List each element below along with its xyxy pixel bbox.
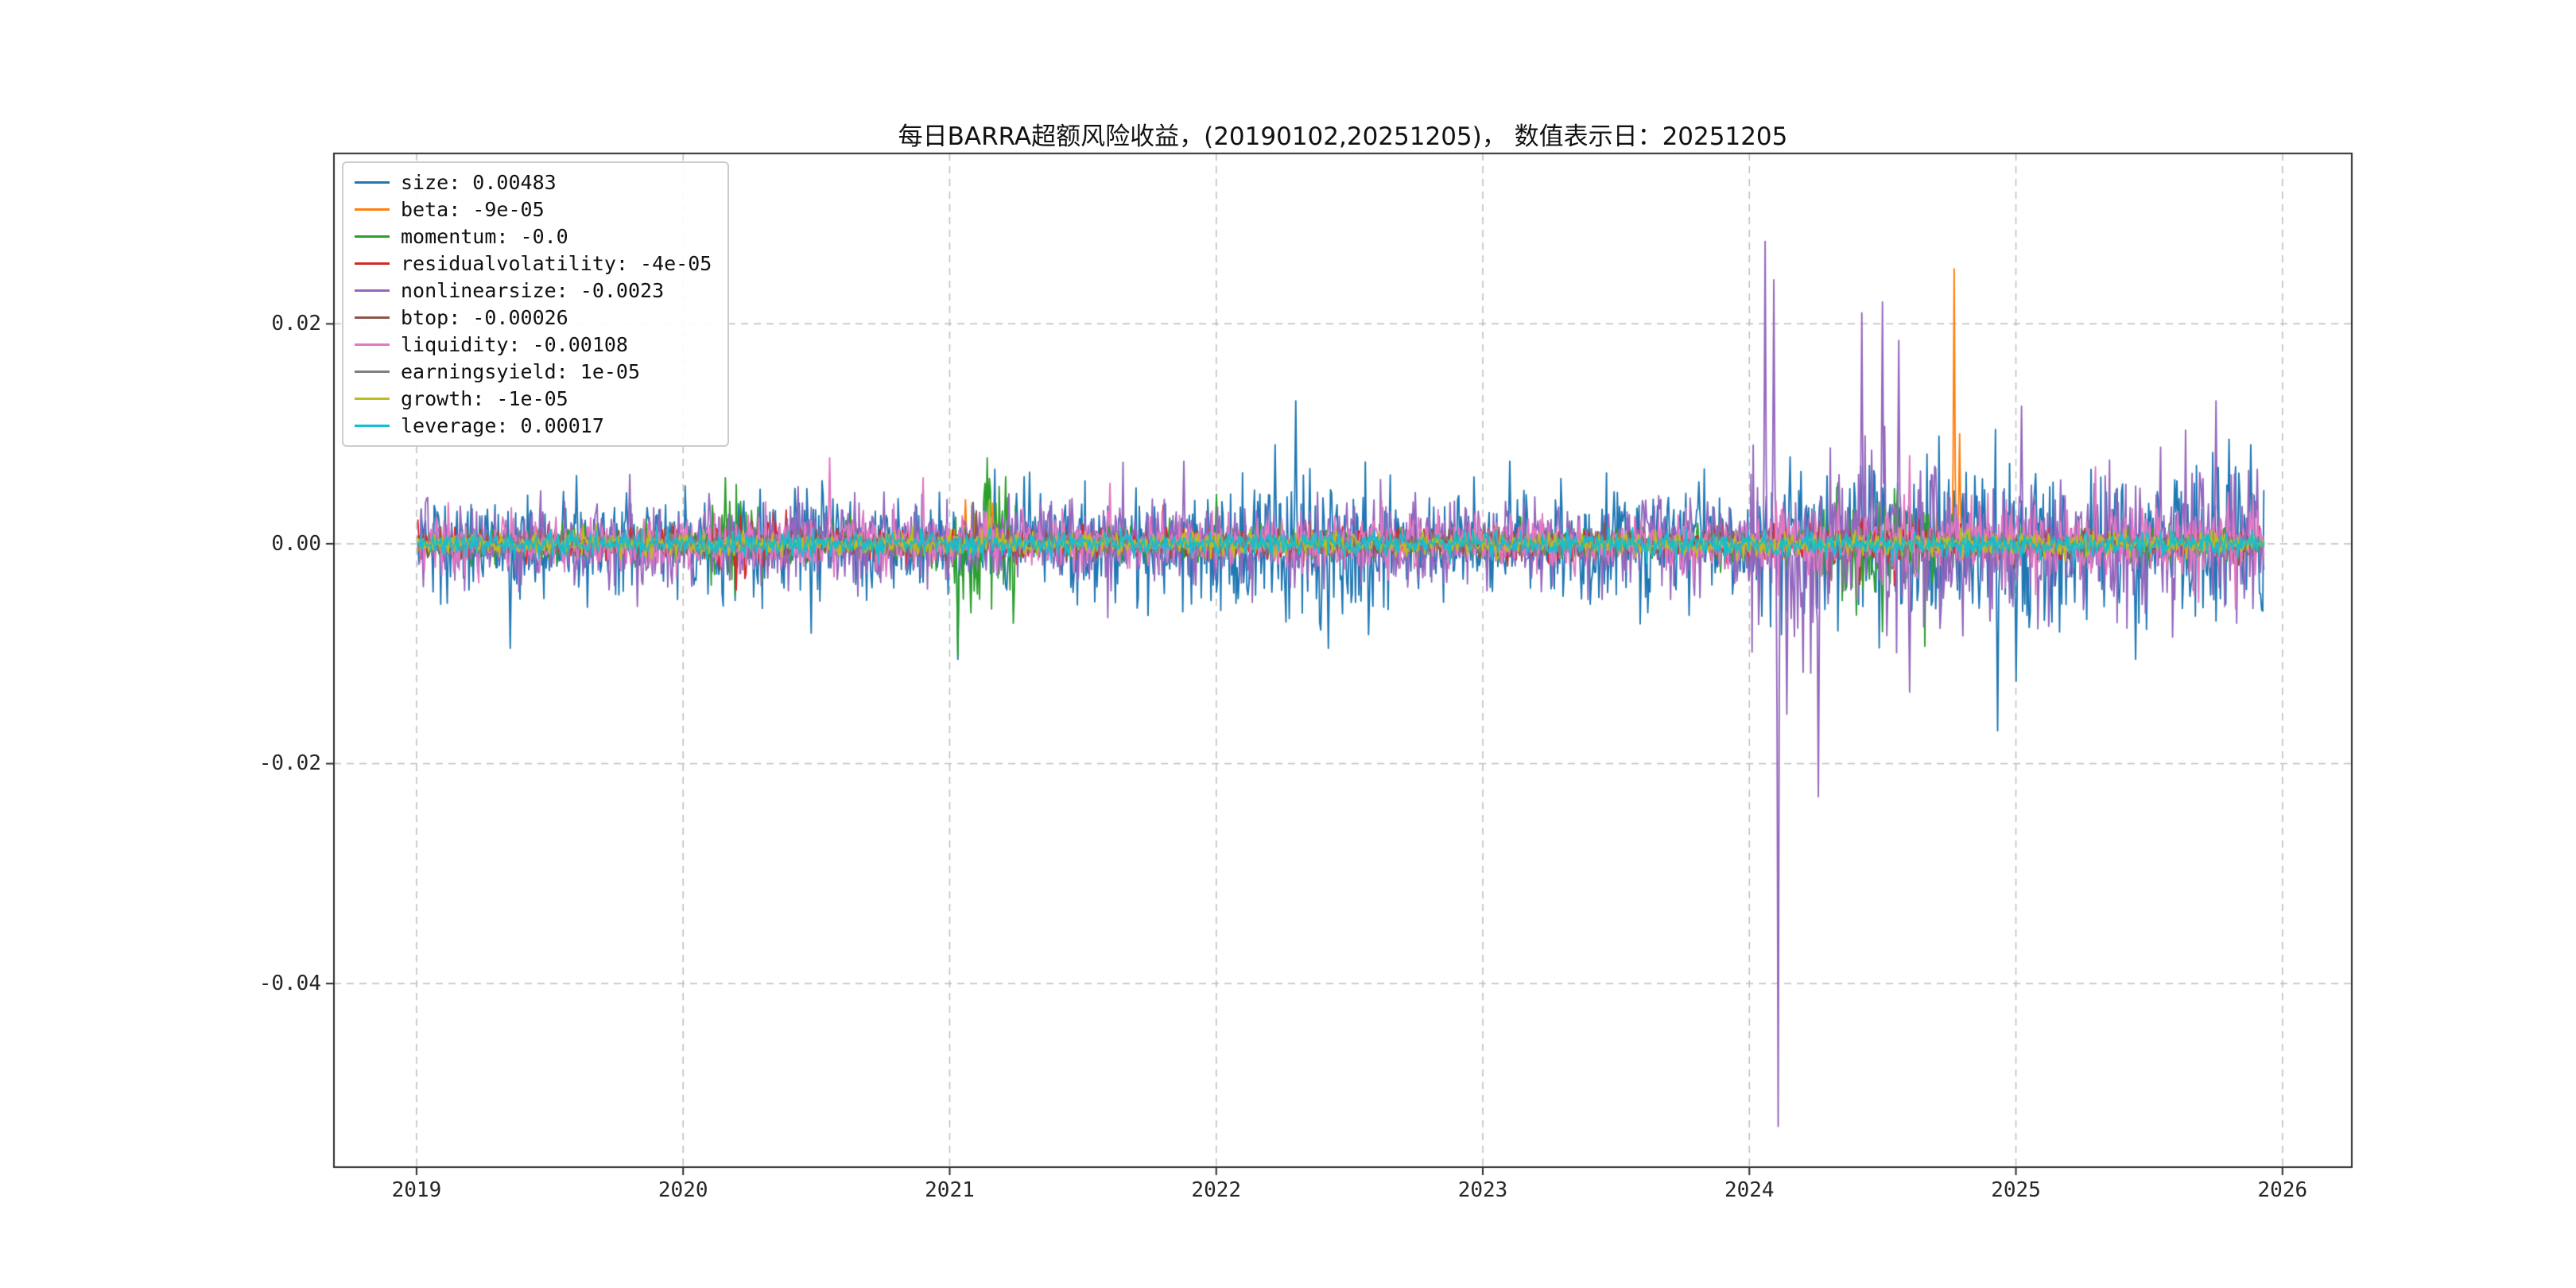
legend-line-swatch-residualvolatility (355, 262, 390, 265)
x-tick-label-2020: 2020 (658, 1178, 708, 1202)
legend-line-swatch-beta (355, 208, 390, 211)
x-tick-label-2023: 2023 (1457, 1178, 1508, 1202)
legend-line-swatch-earningsyield (355, 370, 390, 373)
legend-item-beta: beta: -9e-05 (355, 200, 712, 219)
legend-label-earningsyield: earningsyield: 1e-05 (401, 360, 641, 383)
legend-item-btop: btop: -0.00026 (355, 308, 712, 328)
legend-label-nonlinearsize: nonlinearsize: -0.0023 (401, 279, 665, 302)
legend-item-liquidity: liquidity: -0.00108 (355, 335, 712, 355)
legend-line-swatch-btop (355, 316, 390, 319)
chart-title: 每日BARRA超额风险收益，(20190102,20251205)， 数值表示日… (898, 122, 1788, 151)
legend-label-size: size: 0.00483 (401, 171, 557, 194)
legend-line-swatch-momentum (355, 235, 390, 238)
legend-label-leverage: leverage: 0.00017 (401, 414, 604, 437)
legend-item-size: size: 0.00483 (355, 173, 712, 192)
y-tick-label--0.04: -0.04 (258, 972, 321, 996)
legend-item-residualvolatility: residualvolatility: -4e-05 (355, 254, 712, 274)
legend-item-nonlinearsize: nonlinearsize: -0.0023 (355, 281, 712, 301)
legend-item-leverage: leverage: 0.00017 (355, 416, 712, 436)
x-tick-label-2025: 2025 (1991, 1178, 2041, 1202)
legend-item-earningsyield: earningsyield: 1e-05 (355, 362, 712, 382)
x-tick-label-2024: 2024 (1724, 1178, 1775, 1202)
legend-line-swatch-nonlinearsize (355, 289, 390, 292)
legend-line-swatch-growth (355, 398, 390, 400)
legend-label-btop: btop: -0.00026 (401, 306, 568, 329)
y-tick-label--0.02: -0.02 (258, 751, 321, 776)
legend-label-growth: growth: -1e-05 (401, 387, 568, 410)
legend-item-growth: growth: -1e-05 (355, 389, 712, 409)
legend-item-momentum: momentum: -0.0 (355, 227, 712, 246)
legend-label-momentum: momentum: -0.0 (401, 225, 568, 248)
legend-line-swatch-leverage (355, 425, 390, 427)
legend-line-swatch-liquidity (355, 343, 390, 346)
legend: size: 0.00483 beta: -9e-05 momentum: -0.0 r… (342, 161, 730, 447)
legend-label-residualvolatility: residualvolatility: -4e-05 (401, 252, 712, 275)
x-tick-label-2022: 2022 (1191, 1178, 1242, 1202)
y-tick-label-0.00: 0.00 (271, 531, 321, 556)
legend-label-liquidity: liquidity: -0.00108 (401, 333, 628, 356)
legend-line-swatch-size (355, 181, 390, 184)
x-tick-label-2021: 2021 (925, 1178, 975, 1202)
legend-label-beta: beta: -9e-05 (401, 198, 545, 221)
x-tick-label-2026: 2026 (2257, 1178, 2308, 1202)
y-tick-label-0.02: 0.02 (271, 312, 321, 336)
x-tick-label-2019: 2019 (391, 1178, 442, 1202)
